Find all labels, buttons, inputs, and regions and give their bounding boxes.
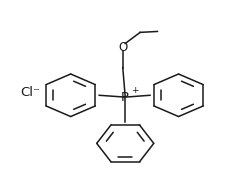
Text: Cl⁻: Cl⁻	[20, 86, 40, 99]
Text: P: P	[121, 91, 129, 104]
Text: +: +	[131, 86, 138, 95]
Text: O: O	[118, 41, 127, 54]
